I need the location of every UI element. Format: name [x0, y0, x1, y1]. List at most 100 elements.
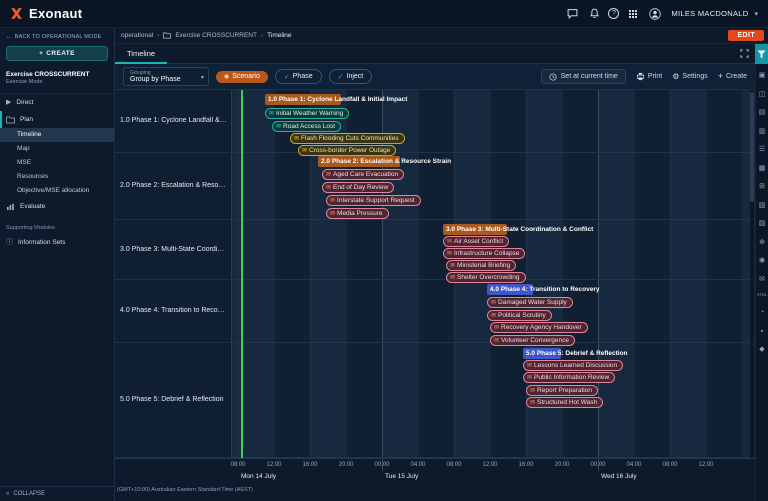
- axis-tick-label: 20:00: [338, 462, 353, 468]
- inject-pill[interactable]: ✉Structured Hot Wash: [526, 397, 603, 408]
- flag-icon[interactable]: ◆: [759, 346, 764, 353]
- chevron-down-icon[interactable]: ▾: [754, 10, 758, 18]
- edit-button[interactable]: EDIT: [728, 30, 764, 41]
- panel-icon[interactable]: ▣: [759, 72, 766, 79]
- clipboard-icon[interactable]: ▧: [759, 202, 766, 209]
- clock-icon[interactable]: ◔: [760, 309, 764, 316]
- scenario-label: Scenario: [232, 73, 260, 80]
- add-user-icon[interactable]: ⊕: [759, 239, 765, 246]
- sidebar-item-mse[interactable]: MSE: [0, 156, 114, 170]
- html-icon[interactable]: HTML: [757, 294, 767, 298]
- inject-label: Political Scrutiny: [498, 312, 546, 319]
- inject-pill[interactable]: ✉Shelter Overcrowding: [446, 272, 526, 283]
- sidebar-item-plan[interactable]: Plan: [0, 111, 114, 128]
- breadcrumb-exercise[interactable]: Exercise CROSSCURRENT: [175, 32, 257, 39]
- user-icon[interactable]: ◉: [759, 257, 765, 264]
- settings-button[interactable]: ⚙ Settings: [672, 73, 707, 81]
- cards-icon[interactable]: ◫: [759, 91, 766, 98]
- sidebar-create-button[interactable]: + CREATE: [6, 46, 108, 61]
- inject-pill[interactable]: ✉Air Asset Conflict: [443, 236, 509, 247]
- inject-pill[interactable]: ✉Interstate Support Request: [326, 195, 421, 206]
- back-label: BACK TO OPERATIONAL MODE: [15, 34, 102, 40]
- sidebar-item-direct[interactable]: ▶ Direct: [0, 94, 114, 111]
- grouping-select[interactable]: Grouping Group by Phase ▾: [123, 67, 209, 86]
- sidebar-item-evaluate[interactable]: Evaluate: [0, 198, 114, 215]
- inject-pill[interactable]: ✉Report Preparation: [526, 385, 598, 396]
- phase-bar[interactable]: 5.0 Phase 5: Debrief & Reflection: [523, 348, 561, 359]
- mail-icon[interactable]: ✉: [759, 276, 765, 283]
- table-icon[interactable]: ▦: [759, 165, 766, 172]
- avatar[interactable]: [647, 6, 663, 22]
- tab-timeline[interactable]: Timeline: [115, 44, 167, 64]
- scenario-button[interactable]: ◉ Scenario: [216, 71, 268, 83]
- apps-icon[interactable]: ⊞: [759, 183, 765, 190]
- inject-icon: ✉: [527, 363, 532, 369]
- inject-pill[interactable]: ✉Infrastructure Collapse: [443, 248, 525, 259]
- inject-pill[interactable]: ✉End of Day Review: [322, 182, 394, 193]
- filter-button[interactable]: [755, 44, 768, 64]
- chart-icon[interactable]: ▪: [761, 328, 763, 335]
- user-menu[interactable]: MILES MACDONALD: [671, 9, 748, 18]
- inject-toggle[interactable]: ✓ Inject: [329, 69, 373, 84]
- bell-icon[interactable]: [586, 6, 602, 22]
- inject-pill[interactable]: ✉Media Pressure: [326, 208, 389, 219]
- breadcrumb-separator-icon: ›: [261, 32, 263, 39]
- print-button[interactable]: Print: [636, 72, 662, 81]
- scrollbar-thumb[interactable]: [750, 92, 754, 202]
- timeline-row-label: 5.0 Phase 5: Debrief & Reflection: [115, 343, 232, 458]
- print-label: Print: [648, 73, 662, 80]
- axis-day-label: Mon 14 July: [241, 473, 276, 480]
- inject-pill[interactable]: ✉Political Scrutiny: [487, 310, 552, 321]
- sidebar-item-timeline[interactable]: Timeline: [0, 128, 114, 142]
- phase-bar-label: 3.0 Phase 3: Multi-State Coordination & …: [446, 224, 593, 235]
- inject-icon: ✉: [302, 148, 307, 154]
- evaluate-chart-icon: [6, 203, 15, 211]
- apps-grid-icon[interactable]: [625, 6, 641, 22]
- list-icon[interactable]: ☰: [759, 146, 765, 153]
- phase-bar[interactable]: 2.0 Phase 2: Escalation & Resource Strai…: [318, 156, 400, 167]
- inject-pill[interactable]: ✉Public Information Review: [523, 372, 615, 383]
- time-axis: 08:0012:0016:0020:0000:0004:0008:0012:00…: [115, 458, 755, 501]
- phase-toggle[interactable]: ✓ Phase: [275, 69, 322, 84]
- collapse-label: COLLAPSE: [13, 491, 45, 497]
- sidebar-item-map[interactable]: Map: [0, 142, 114, 156]
- plus-icon: +: [718, 72, 723, 81]
- grid-line: [274, 90, 275, 458]
- inject-label: Initial Weather Warning: [276, 110, 343, 117]
- inject-pill[interactable]: ✉Aged Care Evacuation: [322, 169, 404, 180]
- sidebar-item-objective-mse-allocation[interactable]: Objective/MSE allocation: [0, 184, 114, 198]
- layers-icon[interactable]: ▨: [759, 220, 766, 227]
- breadcrumb-operational[interactable]: operational: [121, 32, 153, 39]
- axis-day-line: [382, 459, 383, 471]
- checklist-icon[interactable]: ▥: [759, 128, 766, 135]
- vertical-scrollbar[interactable]: [750, 90, 754, 458]
- inject-icon: ✉: [326, 185, 331, 191]
- phase-bar-label: 5.0 Phase 5: Debrief & Reflection: [526, 348, 628, 359]
- inject-pill[interactable]: ✉Cross-border Power Outage: [298, 145, 396, 156]
- inject-pill[interactable]: ✉Ministerial Briefing: [446, 260, 516, 271]
- phase-bar[interactable]: 1.0 Phase 1: Cyclone Landfall & Initial …: [265, 94, 341, 105]
- help-icon[interactable]: ?: [608, 8, 619, 19]
- sidebar-collapse-button[interactable]: « COLLAPSE: [0, 486, 114, 501]
- inject-pill[interactable]: ✉Recovery Agency Handover: [490, 322, 588, 333]
- inject-pill[interactable]: ✉Lessons Learned Discussion: [523, 360, 623, 371]
- set-at-current-time-button[interactable]: Set at current time: [541, 69, 626, 84]
- chat-icon[interactable]: [564, 6, 580, 22]
- sidebar-item-resources[interactable]: Resources: [0, 170, 114, 184]
- fullscreen-icon[interactable]: [740, 49, 749, 58]
- chart-canvas[interactable]: 1.0 Phase 1: Cyclone Landfall & Initial …: [232, 90, 755, 458]
- inject-pill[interactable]: ✉Damaged Water Supply: [487, 297, 573, 308]
- inject-pill[interactable]: ✉Volunteer Convergence: [490, 335, 575, 346]
- inject-pill[interactable]: ✉Initial Weather Warning: [265, 108, 349, 119]
- timeline-row-label: 4.0 Phase 4: Transition to Recovery: [115, 280, 232, 343]
- info-icon: ⓘ: [6, 239, 13, 246]
- phase-bar[interactable]: 4.0 Phase 4: Transition to Recovery: [487, 284, 533, 295]
- back-to-operational-mode[interactable]: ← BACK TO OPERATIONAL MODE: [0, 28, 114, 44]
- form-icon[interactable]: ▤: [759, 109, 766, 116]
- inject-pill[interactable]: ✉Flash Flooding Cuts Communities: [290, 133, 405, 144]
- inject-pill[interactable]: ✉Road Access Lost: [272, 121, 341, 132]
- sidebar-item-information-sets[interactable]: ⓘ Information Sets: [0, 234, 114, 251]
- phase-bar[interactable]: 3.0 Phase 3: Multi-State Coordination & …: [443, 224, 507, 235]
- create-button[interactable]: + Create: [718, 72, 747, 81]
- breadcrumb-timeline[interactable]: Timeline: [267, 32, 291, 39]
